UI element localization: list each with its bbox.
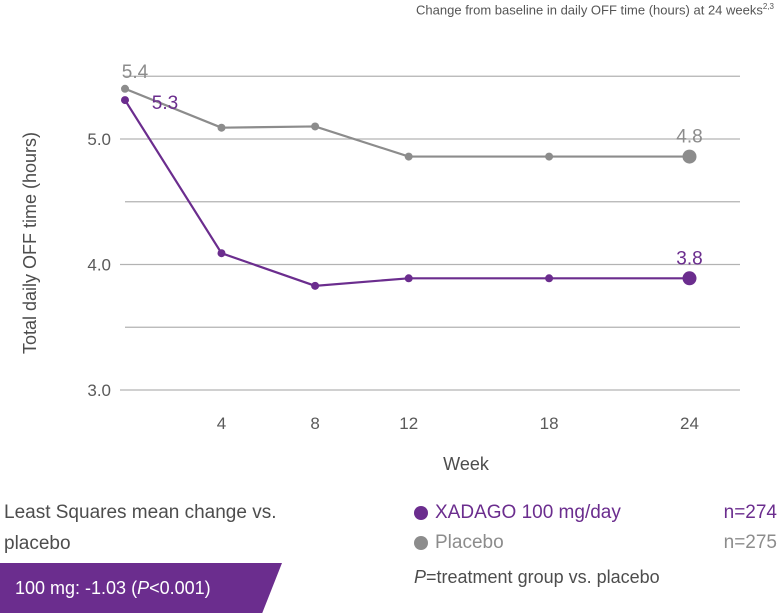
ls-result-p: P (137, 578, 150, 598)
chart-subtitle-superscript: 2,3 (762, 2, 774, 11)
legend-item-placebo: Placebo n=275 (410, 528, 780, 558)
data-point-placebo-1 (217, 123, 226, 132)
y-axis-label: Total daily OFF time (hours) (20, 132, 40, 354)
data-label-placebo-5: 4.8 (676, 127, 702, 148)
data-label-xadago-5: 3.8 (676, 248, 702, 269)
x-axis-ticks: 4 8 12 18 24 (217, 414, 699, 433)
legend-marker-placebo (414, 536, 428, 550)
data-label-xadago-0: 5.3 (152, 93, 178, 114)
x-axis-label: Week (443, 454, 490, 474)
legend-label-placebo: Placebo (435, 532, 504, 553)
legend-item-xadago: XADAGO 100 mg/day n=274 (410, 498, 780, 528)
footnote-text: =treatment group vs. placebo (426, 567, 660, 587)
x-tick-label-1: 8 (310, 414, 319, 433)
ls-result-suffix: <0.001) (149, 578, 211, 598)
ls-result-prefix: 100 mg: -1.03 ( (15, 578, 138, 598)
data-point-placebo-2 (311, 122, 320, 131)
chart-subtitle-text: Change from baseline in daily OFF time (… (416, 2, 763, 18)
legend-n-xadago: n=274 (723, 502, 777, 523)
legend-marker-xadago (414, 506, 428, 520)
series-line-xadago (124, 99, 690, 287)
ls-mean-result-box: 100 mg: -1.03 (P<0.001) (0, 563, 282, 613)
x-tick-label-2: 12 (399, 414, 418, 433)
x-tick-label-4: 24 (680, 414, 699, 433)
data-point-xadago-4 (545, 274, 554, 283)
y-tick-label-0: 3.0 (87, 381, 111, 400)
data-label-placebo-0: 5.4 (122, 62, 149, 83)
legend-n-placebo: n=275 (723, 532, 777, 553)
legend-label-xadago: XADAGO 100 mg/day (435, 502, 621, 523)
line-chart: 3.0 4.0 5.0 4 8 12 18 24 5.4 4.8 5.3 3.8 Week Tot… (20, 62, 740, 474)
data-point-xadago-2 (311, 281, 320, 290)
chart-gridlines (120, 75, 740, 391)
data-point-placebo-5 (682, 149, 697, 164)
x-tick-label-0: 4 (217, 414, 226, 433)
ls-mean-title: Least Squares mean change vs. placebo (4, 502, 277, 554)
y-tick-label-2: 5.0 (87, 130, 111, 149)
data-point-xadago-5 (682, 271, 697, 286)
chart-series (121, 84, 697, 290)
chart-legend: XADAGO 100 mg/day n=274 Placebo n=275 (410, 498, 780, 558)
p-value-footnote: P=treatment group vs. placebo (414, 567, 660, 588)
data-point-placebo-0 (121, 84, 129, 93)
data-point-placebo-3 (404, 152, 413, 161)
data-point-xadago-0 (121, 96, 129, 105)
chart-data-labels: 5.4 4.8 5.3 3.8 (122, 62, 703, 270)
y-tick-label-1: 4.0 (87, 256, 111, 275)
chart-subtitle: Change from baseline in daily OFF time (… (416, 2, 774, 17)
y-axis-ticks: 3.0 4.0 5.0 (87, 130, 111, 400)
data-point-xadago-1 (217, 249, 226, 258)
series-line-placebo (124, 87, 690, 158)
data-point-placebo-4 (545, 152, 554, 161)
data-point-xadago-3 (404, 274, 413, 283)
footnote-p: P (414, 567, 427, 587)
x-tick-label-3: 18 (540, 414, 559, 433)
